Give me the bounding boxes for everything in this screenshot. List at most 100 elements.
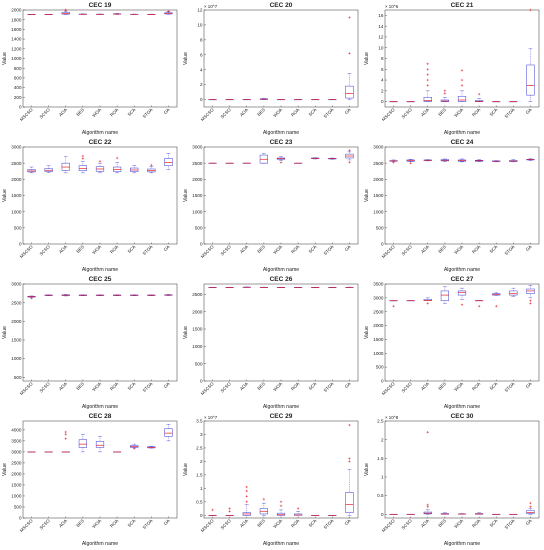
- x-tick-label: SCSO: [39, 107, 52, 120]
- outlier-marker: [460, 84, 464, 87]
- box-SCSO: [225, 507, 234, 516]
- y-tick-label: 2000: [11, 472, 22, 477]
- y-axis-label: Value: [2, 463, 8, 476]
- x-tick-label: WOA: [453, 107, 464, 118]
- y-tick-label: 1.5: [377, 456, 384, 461]
- y-tick-label: 1600: [11, 27, 22, 32]
- plot-frame: [203, 283, 359, 382]
- outlier-marker: [296, 507, 300, 510]
- x-tick-label: SCA: [127, 381, 137, 391]
- x-tick-label: WOA: [91, 381, 102, 392]
- y-tick-label: 3000: [373, 145, 384, 150]
- box-AOA: [242, 286, 251, 288]
- iqr-box: [164, 428, 173, 437]
- box-SCA: [130, 294, 139, 296]
- box-SCSO: [44, 165, 53, 173]
- x-tick-label: ROA: [290, 518, 300, 528]
- outlier-marker: [228, 510, 231, 513]
- outlier-marker: [245, 489, 248, 493]
- y-tick-label: 4: [381, 78, 384, 83]
- outlier-marker: [262, 497, 266, 501]
- x-tick-label: ROA: [290, 107, 300, 117]
- plot-frame: [22, 283, 178, 382]
- y-tick-label: 0: [200, 242, 203, 247]
- y-tick-label: 12: [197, 8, 203, 13]
- y-axis-label: Value: [183, 463, 189, 476]
- box-AOA: [423, 297, 432, 305]
- outlier-marker: [64, 8, 67, 11]
- box-GA: [526, 8, 535, 102]
- chart-title: CEC 28: [89, 413, 112, 420]
- box-AOA: [423, 159, 432, 162]
- x-tick-label: SCSO: [220, 518, 233, 531]
- chart-panel-12: CEC 30 × 10^8 0 0.5 1 1.5 2 2.5 Value MSCSO SCSO AO…: [362, 411, 543, 548]
- iqr-box: [526, 510, 535, 514]
- y-tick-label: 1800: [11, 17, 22, 22]
- x-tick-label: SCA: [308, 518, 318, 528]
- y-tick-label: 500: [195, 225, 203, 230]
- outlier-marker: [348, 149, 351, 152]
- x-tick-label: SCSO: [39, 381, 52, 394]
- chart-title: CEC 21: [451, 2, 474, 9]
- box-BES: [259, 153, 268, 164]
- x-tick-label: SCSO: [401, 518, 414, 531]
- x-tick-label: SCSO: [39, 244, 52, 257]
- outlier-marker: [477, 92, 481, 96]
- x-tick-label: STOA: [504, 518, 516, 530]
- box-GA: [526, 158, 535, 161]
- y-tick-label: 0: [19, 242, 22, 247]
- box-ROA: [475, 300, 484, 308]
- y-tick-label: 2000: [373, 177, 384, 182]
- y-tick-label: 1000: [11, 56, 22, 61]
- outlier-marker: [529, 302, 532, 305]
- y-tick-label: 2000: [11, 177, 22, 182]
- iqr-box: [95, 441, 105, 448]
- box-STOA: [509, 287, 518, 297]
- x-tick-label: GA: [344, 244, 352, 252]
- chart-panel-1: CEC 19 0 200 400 600 800 1000 1200 1400 1600 1800 2…: [0, 0, 181, 137]
- chart-svg: CEC 24050010001500200025003000ValueMSCSO…: [364, 139, 540, 273]
- x-tick-label: WOA: [453, 518, 464, 529]
- outlier-marker: [279, 504, 283, 508]
- box-BES: [78, 294, 87, 296]
- plot-frame: [384, 283, 540, 382]
- box-WOA: [95, 436, 105, 453]
- y-axis-label: Value: [364, 326, 370, 339]
- x-tick-label: WOA: [91, 518, 102, 529]
- y-tick-label: 0: [200, 513, 203, 518]
- x-tick-label: SCSO: [220, 381, 233, 394]
- iqr-box: [276, 157, 286, 160]
- x-tick-label: SCA: [308, 381, 318, 391]
- x-axis-label: Algorithm name: [263, 541, 299, 547]
- box-WOA: [95, 160, 105, 174]
- outlier-marker: [477, 304, 481, 308]
- x-axis-label: Algorithm name: [263, 404, 299, 410]
- x-tick-label: SCSO: [220, 107, 233, 120]
- y-tick-label: 1000: [11, 209, 22, 214]
- x-tick-label: ROA: [109, 244, 119, 254]
- outlier-marker: [426, 302, 429, 305]
- x-tick-label: STOA: [142, 381, 154, 393]
- box-ROA: [475, 159, 484, 162]
- x-tick-label: GA: [525, 107, 533, 115]
- box-SCSO: [44, 294, 53, 296]
- x-tick-label: ROA: [471, 244, 481, 254]
- outlier-marker: [426, 78, 429, 82]
- box-BES: [259, 497, 268, 516]
- y-tick-label: 2000: [373, 323, 384, 328]
- x-axis-label: Algorithm name: [263, 130, 299, 136]
- y-tick-label: 2500: [192, 292, 203, 297]
- x-axis-label: Algorithm name: [444, 541, 480, 547]
- x-tick-label: BES: [437, 381, 447, 391]
- y-tick-label: 500: [14, 225, 22, 230]
- y-tick-label: 0.5: [196, 499, 203, 504]
- outlier-marker: [529, 501, 532, 505]
- y-tick-label: 1500: [373, 193, 384, 198]
- x-tick-label: ROA: [471, 518, 481, 528]
- y-tick-label: 1500: [373, 337, 384, 342]
- chart-title: CEC 24: [451, 139, 474, 146]
- box-STOA: [147, 294, 156, 296]
- x-tick-label: GA: [525, 518, 533, 526]
- iqr-box: [61, 12, 70, 15]
- x-tick-label: WOA: [272, 518, 283, 529]
